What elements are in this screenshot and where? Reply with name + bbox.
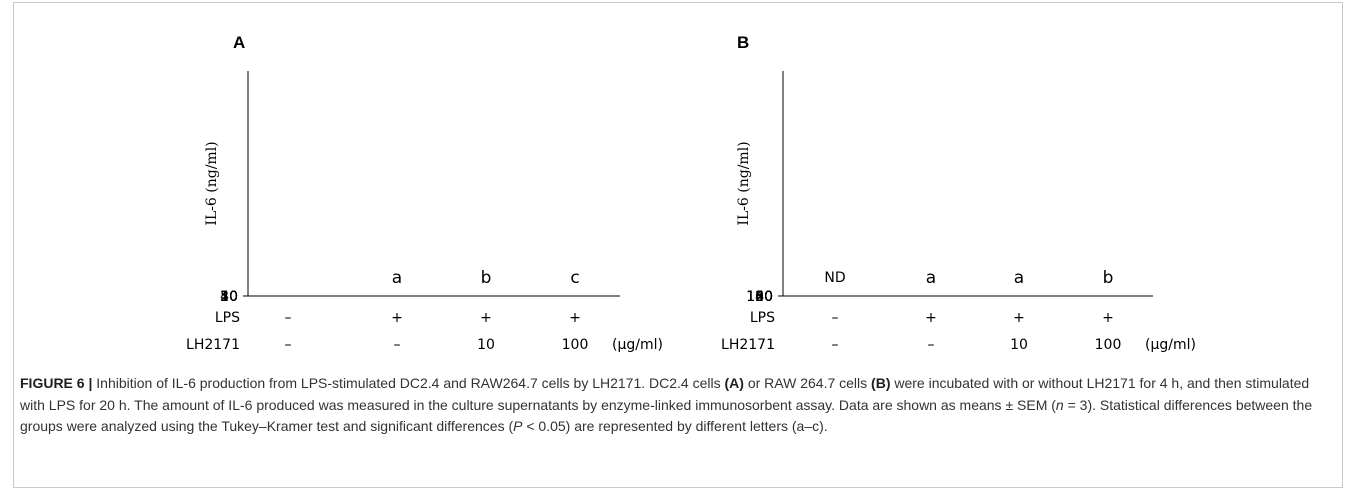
lh2171-row-label-b: LH2171	[721, 337, 775, 353]
significance-letter-b: a	[926, 268, 936, 288]
lh2171-value-a: 100	[562, 337, 589, 353]
lh2171-value-a: –	[394, 337, 401, 353]
lps-value-b: +	[925, 310, 937, 326]
y-tick-label-a: 40	[220, 289, 238, 305]
caption-text-5: < 0.05) are represented by different let…	[522, 418, 828, 434]
figure-frame	[13, 2, 1343, 488]
unit-label-a: (µg/ml)	[612, 337, 663, 353]
y-tick-label-a: 20	[220, 289, 238, 305]
y-tick-label-b: 100	[746, 289, 773, 305]
figure-caption: FIGURE 6 | Inhibition of IL-6 production…	[20, 373, 1320, 438]
y-tick-label-b: 60	[755, 289, 773, 305]
significance-letter-a: a	[392, 268, 402, 288]
y-axis-label-a: IL-6 (ng/ml)	[204, 141, 220, 225]
panel-letter-a: A	[233, 33, 245, 52]
nd-annotation-b: ND	[824, 270, 845, 286]
lps-value-a: +	[569, 310, 581, 326]
lps-row-label-b: LPS	[750, 310, 775, 326]
y-tick-label-b: 20	[755, 289, 773, 305]
unit-label-b: (µg/ml)	[1145, 337, 1196, 353]
lh2171-value-b: –	[928, 337, 935, 353]
y-tick-label-b: 80	[755, 289, 773, 305]
y-tick-label-b: 0	[764, 289, 773, 305]
significance-letter-b: b	[1103, 268, 1114, 288]
y-tick-label-b: 40	[755, 289, 773, 305]
caption-text-2: or RAW 264.7 cells	[743, 375, 872, 391]
y-tick-label-a: 50	[220, 289, 238, 305]
significance-letter-b: a	[1014, 268, 1024, 288]
lh2171-value-a: 10	[477, 337, 495, 353]
lps-value-a: +	[391, 310, 403, 326]
caption-ref-b: (B)	[871, 375, 891, 391]
significance-letter-a: b	[481, 268, 492, 288]
lps-value-b: +	[1013, 310, 1025, 326]
caption-text-3: were incubated with or without LH2171 fo…	[20, 375, 1310, 413]
y-tick-label-a: 10	[220, 289, 238, 305]
significance-letter-a: c	[570, 268, 579, 288]
caption-ref-a: (A)	[724, 375, 744, 391]
caption-text-1: Inhibition of IL-6 production from LPS-s…	[92, 375, 725, 391]
y-tick-label-a: 0	[229, 289, 238, 305]
caption-n-variable: n	[1055, 396, 1064, 413]
y-tick-label-a: 30	[220, 289, 238, 305]
lps-value-b: +	[1102, 310, 1114, 326]
lh2171-value-a: –	[285, 337, 292, 353]
y-axis-label-b: IL-6 (ng/ml)	[736, 141, 752, 225]
lps-value-a: +	[480, 310, 492, 326]
lh2171-value-b: 100	[1095, 337, 1122, 353]
lh2171-value-b: –	[832, 337, 839, 353]
figure-label: FIGURE 6 |	[20, 375, 93, 391]
caption-p-variable: P	[513, 418, 523, 434]
lh2171-value-b: 10	[1010, 337, 1028, 353]
caption-text-4: = 3). Statistical differences between th…	[20, 396, 1313, 435]
lps-value-a: –	[285, 310, 292, 326]
lh2171-row-label-a: LH2171	[186, 337, 240, 353]
lps-value-b: –	[832, 310, 839, 326]
lps-row-label-a: LPS	[215, 310, 240, 326]
panel-letter-b: B	[737, 33, 749, 52]
y-tick-label-b: 120	[746, 289, 773, 305]
y-tick-label-b: 140	[746, 289, 773, 305]
